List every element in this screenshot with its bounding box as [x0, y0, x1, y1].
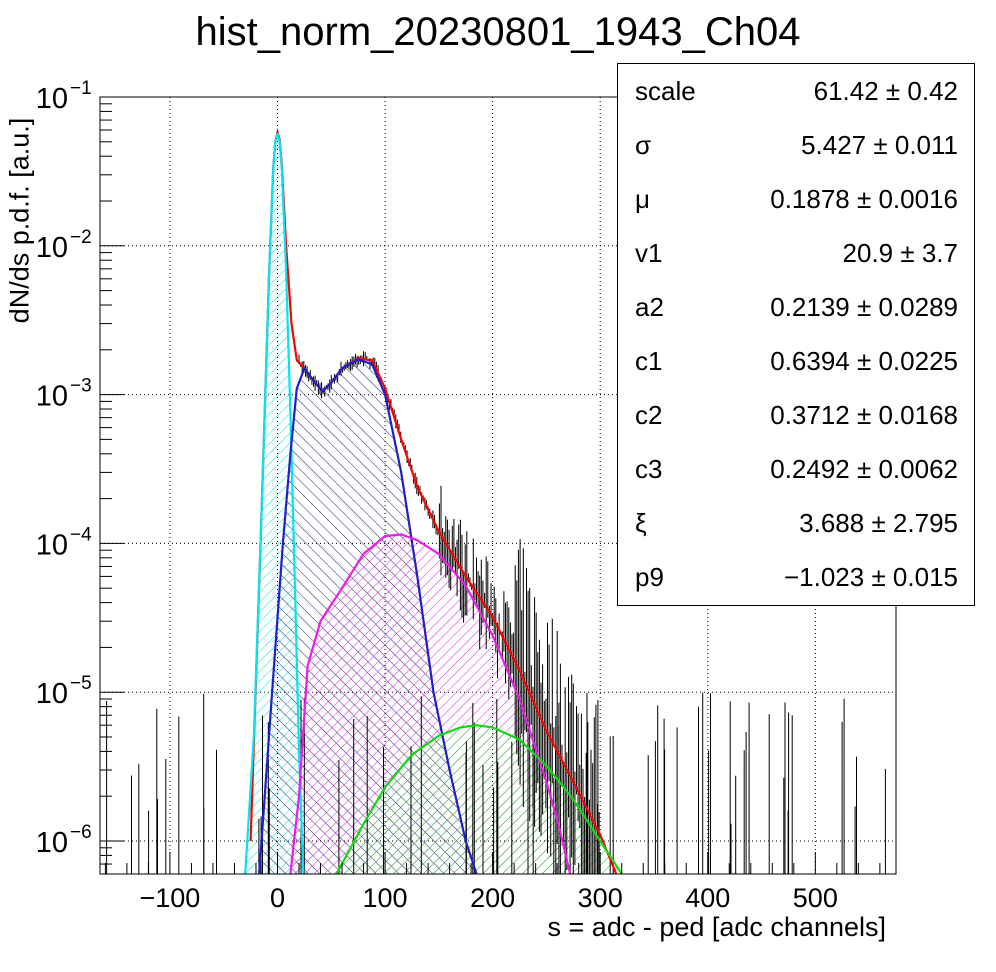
x-tick-label: 100 [363, 883, 408, 913]
y-tick-exponent: −3 [70, 376, 92, 397]
stats-label: a2 [635, 292, 664, 322]
stats-row: ξ 3.688 ± 2.795 [618, 496, 974, 550]
stats-label: σ [635, 130, 652, 160]
x-tick-label: 300 [578, 883, 623, 913]
y-tick-label: 10 [36, 83, 68, 115]
stats-label: c2 [635, 400, 663, 430]
component-curves [244, 127, 623, 874]
component-curve [289, 533, 572, 874]
stats-value: 3.688 ± 2.795 [799, 508, 958, 538]
stats-value: 0.6394 ± 0.0225 [770, 346, 958, 376]
stats-value: 5.427 ± 0.011 [801, 130, 958, 160]
stats-label: c3 [635, 454, 663, 484]
stats-value: 0.1878 ± 0.0016 [770, 184, 958, 214]
x-axis-label: s = adc - ped [adc channels] [547, 912, 886, 942]
x-tick-label: 400 [685, 883, 730, 913]
y-tick-exponent: −4 [70, 524, 92, 545]
y-tick-label: 10 [36, 827, 68, 859]
stats-label: p9 [635, 562, 664, 592]
stats-value: 0.2139 ± 0.0289 [770, 292, 958, 322]
stats-row: p9 −1.023 ± 0.015 [618, 550, 974, 604]
stats-row: scale 61.42 ± 0.42 [618, 64, 974, 118]
stats-value: −1.023 ± 0.015 [783, 562, 958, 592]
stats-row: a2 0.2139 ± 0.0289 [618, 280, 974, 334]
x-tick-label: 0 [270, 883, 285, 913]
stats-label: scale [635, 76, 696, 106]
y-axis-label: dN/ds p.d.f. [a.u.] [4, 117, 35, 324]
stats-value: 20.9 ± 3.7 [842, 238, 958, 268]
y-tick-label: 10 [36, 529, 68, 561]
component-curve [244, 133, 305, 874]
fit-stats-box: scale 61.42 ± 0.42 σ 5.427 ± 0.011 μ 0.1… [617, 63, 975, 606]
y-tick-exponent: −1 [70, 78, 92, 99]
stats-row: c3 0.2492 ± 0.0062 [618, 442, 974, 496]
axis-ticks: −100 0 100 200 300 400 50010−110−210−310−410−5… [36, 78, 881, 913]
stats-value: 61.42 ± 0.42 [813, 76, 958, 106]
stats-label: ξ [635, 508, 647, 538]
y-tick-exponent: −6 [70, 822, 92, 843]
component-fills [245, 133, 622, 874]
stats-row: c2 0.3712 ± 0.0168 [618, 388, 974, 442]
component-curve [258, 358, 478, 874]
stats-value: 0.3712 ± 0.0168 [770, 400, 958, 430]
y-tick-label: 10 [36, 678, 68, 710]
x-tick-label: −100 [140, 883, 201, 913]
x-tick-label: 500 [793, 883, 838, 913]
stats-label: v1 [635, 238, 663, 268]
y-tick-exponent: −5 [70, 673, 92, 694]
y-tick-label: 10 [36, 381, 68, 413]
stats-row: σ 5.427 ± 0.011 [618, 118, 974, 172]
y-tick-exponent: −2 [70, 227, 92, 248]
chart-title: hist_norm_20230801_1943_Ch04 [195, 10, 801, 54]
x-tick-label: 200 [470, 883, 515, 913]
stats-row: c1 0.6394 ± 0.0225 [618, 334, 974, 388]
stats-row: v1 20.9 ± 3.7 [618, 226, 974, 280]
component-curve [335, 724, 623, 874]
stats-row: μ 0.1878 ± 0.0016 [618, 172, 974, 226]
stats-value: 0.2492 ± 0.0062 [770, 454, 958, 484]
y-tick-label: 10 [36, 232, 68, 264]
stats-label: c1 [635, 346, 663, 376]
stats-label: μ [635, 184, 650, 214]
